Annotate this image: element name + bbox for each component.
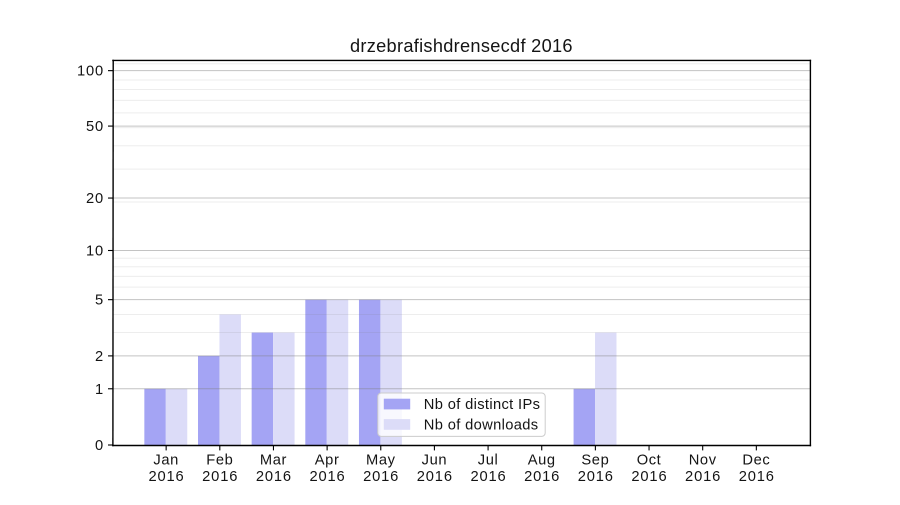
svg-text:2016: 2016 [149, 469, 185, 485]
svg-text:Mar: Mar [260, 453, 287, 469]
svg-text:Sep: Sep [581, 453, 609, 469]
svg-text:2: 2 [95, 349, 104, 365]
svg-text:2016: 2016 [524, 469, 560, 485]
svg-text:Nb of downloads: Nb of downloads [424, 418, 539, 434]
svg-text:0: 0 [95, 438, 104, 454]
svg-text:2016: 2016 [631, 469, 667, 485]
svg-text:Dec: Dec [742, 453, 770, 469]
svg-text:50: 50 [86, 119, 104, 135]
svg-text:Apr: Apr [315, 453, 340, 469]
svg-text:Oct: Oct [637, 453, 662, 469]
svg-text:2016: 2016 [256, 469, 292, 485]
svg-text:2016: 2016 [309, 469, 345, 485]
svg-text:20: 20 [86, 191, 104, 207]
svg-text:2016: 2016 [417, 469, 453, 485]
svg-text:2016: 2016 [739, 469, 775, 485]
svg-text:Jan: Jan [153, 453, 178, 469]
svg-text:Nb of distinct IPs: Nb of distinct IPs [424, 397, 541, 413]
svg-text:2016: 2016 [578, 469, 614, 485]
svg-text:May: May [366, 453, 396, 469]
svg-text:2016: 2016 [363, 469, 399, 485]
svg-text:Aug: Aug [528, 453, 556, 469]
svg-text:Feb: Feb [206, 453, 233, 469]
svg-text:Jun: Jun [422, 453, 447, 469]
svg-text:10: 10 [86, 244, 104, 260]
svg-text:Jul: Jul [478, 453, 499, 469]
svg-text:Nov: Nov [689, 453, 717, 469]
svg-text:2016: 2016 [470, 469, 506, 485]
svg-text:100: 100 [77, 64, 104, 80]
svg-text:drzebrafishdrensecdf 2016: drzebrafishdrensecdf 2016 [350, 36, 573, 56]
svg-text:2016: 2016 [685, 469, 721, 485]
svg-text:1: 1 [95, 382, 104, 398]
svg-text:2016: 2016 [202, 469, 238, 485]
svg-text:5: 5 [95, 293, 104, 309]
